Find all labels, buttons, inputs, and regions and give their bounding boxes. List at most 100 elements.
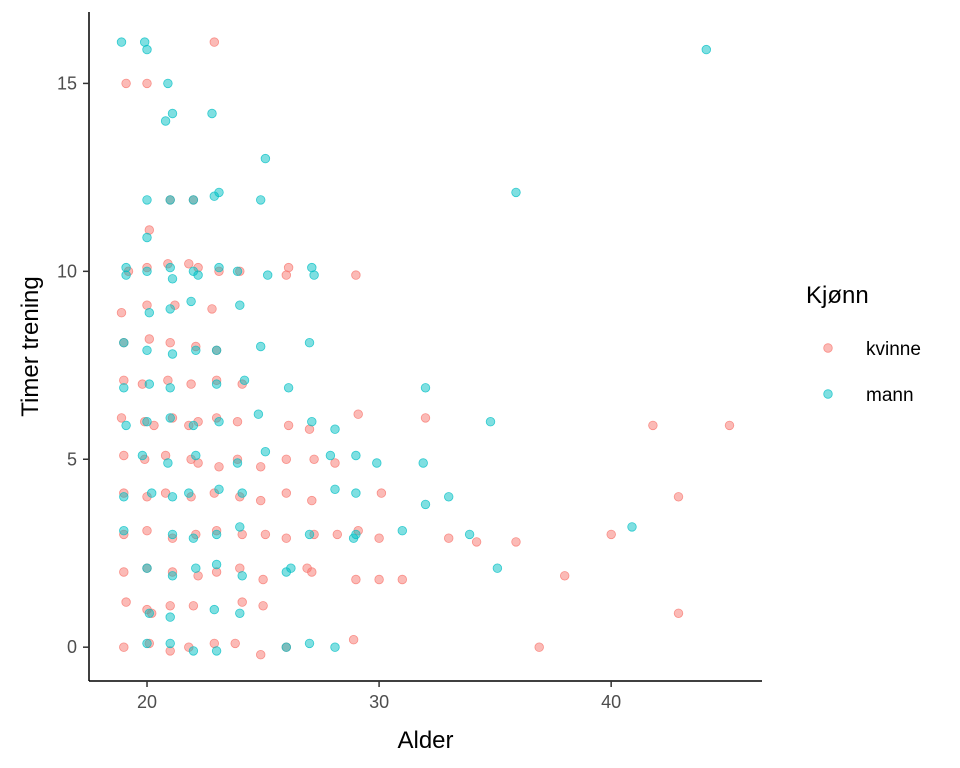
data-point-mann: [260, 447, 271, 457]
data-point-mann: [209, 604, 220, 615]
data-point-kvinne: [144, 334, 155, 344]
legend-key-kvinne: [823, 343, 833, 353]
data-point-mann: [163, 78, 173, 89]
data-point-mann: [116, 37, 127, 47]
data-point-kvinne: [188, 601, 199, 611]
data-point-mann: [418, 458, 428, 468]
data-point-mann: [144, 308, 155, 318]
data-point-kvinne: [724, 420, 735, 431]
data-point-mann: [701, 44, 712, 55]
data-point-mann: [211, 379, 222, 389]
data-point-kvinne: [258, 601, 268, 611]
data-point-kvinne: [165, 601, 175, 611]
legend-key-mann: [823, 389, 833, 399]
data-point-mann: [420, 383, 431, 393]
data-point-kvinne: [281, 533, 292, 543]
data-point-mann: [351, 450, 361, 461]
data-point-kvinne: [606, 529, 616, 540]
data-point-kvinne: [121, 78, 131, 89]
data-point-mann: [165, 304, 175, 314]
data-point-kvinne: [511, 537, 521, 547]
data-point-mann: [372, 458, 382, 468]
data-point-kvinne: [281, 454, 292, 465]
data-point-mann: [309, 270, 319, 280]
data-point-mann: [485, 417, 496, 427]
legend-label-kvinne: kvinne: [866, 339, 921, 360]
data-point-kvinne: [119, 567, 129, 577]
data-point-mann: [239, 375, 250, 386]
x-axis-title: Alder: [397, 727, 453, 754]
data-point-mann: [167, 108, 178, 119]
legend: Kjønn kvinne mann: [806, 282, 921, 406]
data-point-kvinne: [351, 270, 361, 280]
x-tick-label: 30: [369, 692, 389, 712]
data-point-mann: [167, 492, 178, 502]
data-point-mann: [214, 417, 224, 427]
data-point-mann: [167, 349, 178, 359]
data-point-kvinne: [307, 567, 317, 577]
data-point-mann: [351, 488, 361, 498]
data-point-kvinne: [397, 574, 408, 585]
data-point-mann: [207, 108, 217, 119]
data-point-kvinne: [256, 462, 266, 472]
data-point-mann: [142, 232, 152, 243]
y-tick-label: 0: [67, 637, 77, 657]
data-point-mann: [193, 270, 203, 280]
data-point-mann: [186, 296, 196, 307]
data-point-kvinne: [673, 608, 684, 619]
data-point-mann: [119, 526, 129, 536]
data-point-kvinne: [534, 642, 544, 652]
data-point-mann: [214, 262, 224, 273]
data-point-mann: [142, 44, 152, 55]
legend-label-mann: mann: [866, 385, 914, 406]
x-tick-label: 20: [137, 692, 157, 712]
data-point-mann: [235, 300, 245, 310]
data-point-kvinne: [142, 78, 152, 89]
data-point-mann: [137, 450, 148, 461]
data-point-mann: [627, 522, 637, 532]
data-point-mann: [351, 529, 361, 540]
data-point-kvinne: [214, 462, 224, 472]
data-point-mann: [283, 383, 294, 393]
data-point-mann: [304, 529, 315, 540]
data-point-mann: [235, 608, 245, 619]
data-point-mann: [160, 116, 171, 126]
points-layer: [116, 37, 735, 660]
data-point-mann: [211, 529, 222, 540]
data-point-mann: [256, 195, 266, 205]
x-axis-ticks: 20 30 40: [137, 681, 621, 712]
y-axis-title: Timer trening: [17, 276, 44, 416]
data-point-mann: [167, 529, 178, 540]
data-point-mann: [165, 413, 175, 423]
data-point-mann: [256, 341, 266, 352]
data-point-kvinne: [471, 537, 482, 547]
data-point-kvinne: [237, 597, 247, 607]
data-point-kvinne: [232, 417, 243, 427]
data-point-kvinne: [184, 259, 194, 269]
data-point-kvinne: [444, 533, 454, 543]
data-point-mann: [188, 533, 199, 543]
data-point-mann: [165, 262, 175, 273]
y-tick-label: 10: [57, 261, 77, 281]
data-point-mann: [330, 642, 340, 652]
data-point-mann: [232, 266, 243, 277]
data-point-mann: [184, 488, 194, 498]
data-point-mann: [188, 646, 199, 656]
data-point-mann: [144, 379, 155, 389]
data-point-mann: [330, 424, 340, 434]
legend-items: kvinne mann: [823, 339, 921, 406]
data-point-mann: [165, 383, 175, 393]
y-tick-label: 5: [67, 449, 77, 469]
data-point-mann: [511, 187, 521, 198]
data-point-mann: [144, 608, 155, 619]
data-point-kvinne: [330, 458, 340, 468]
data-point-mann: [286, 563, 296, 573]
data-point-mann: [444, 492, 454, 502]
data-point-mann: [142, 345, 152, 356]
data-point-mann: [167, 274, 178, 284]
data-point-kvinne: [348, 635, 359, 645]
data-point-kvinne: [281, 488, 292, 498]
data-point-mann: [191, 563, 201, 573]
data-point-mann: [119, 383, 129, 393]
data-point-kvinne: [673, 492, 684, 502]
